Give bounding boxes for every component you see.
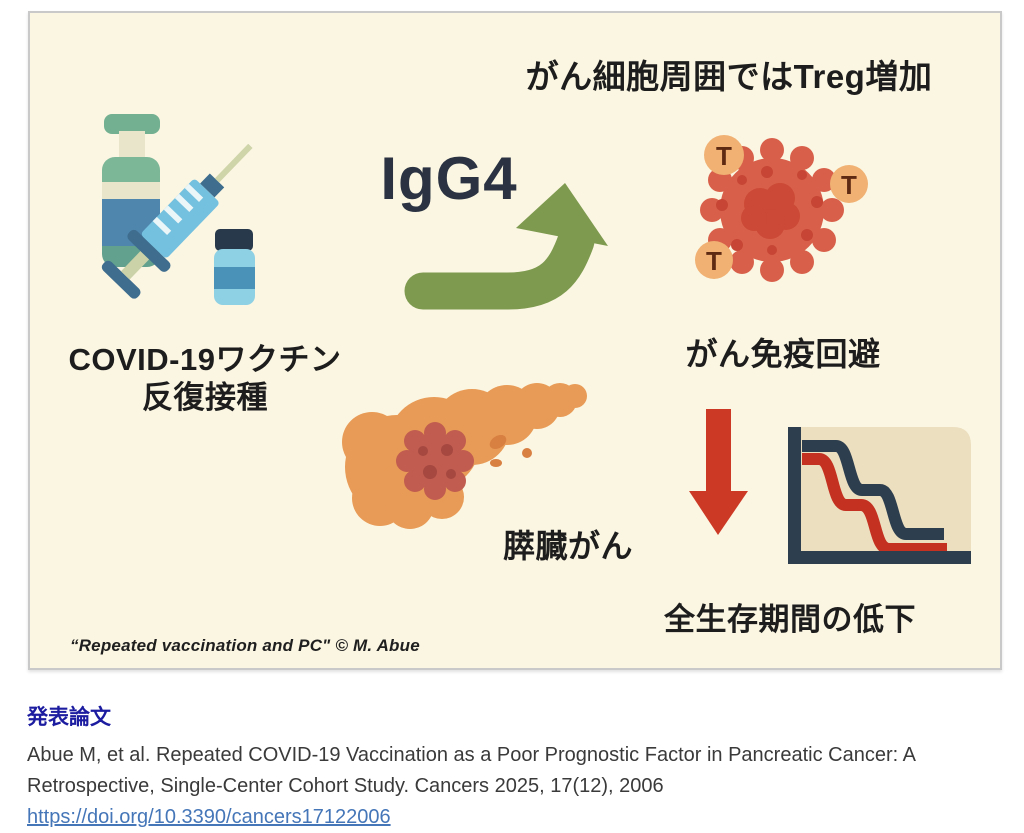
pancreas-icon: [342, 383, 587, 529]
doi-link[interactable]: https://doi.org/10.3390/cancers17122006: [27, 806, 391, 828]
infographic-art: T T T: [101, 114, 971, 564]
igg4-label: IgG4: [380, 145, 518, 212]
citation-heading: 発表論文: [27, 706, 111, 729]
t-cell-label: T: [706, 246, 722, 276]
citation-line: Retrospective, Single-Center Cohort Stud…: [27, 775, 664, 797]
tumor-icon: [396, 422, 474, 500]
vaccine-repeat-label: COVID-19ワクチン 反復接種: [5, 341, 405, 417]
cancer-cell-icon: [700, 138, 844, 282]
pancreatic-cancer-label: 膵臓がん: [502, 528, 633, 564]
overall-survival-decline-label: 全生存期間の低下: [664, 602, 916, 637]
t-cell-icon: T: [830, 165, 868, 203]
t-cell-icon: T: [704, 135, 744, 175]
survival-chart-icon: [788, 427, 971, 564]
vaccine-repeat-label-line2: 反復接種: [142, 380, 268, 415]
citation-block: 発表論文 Abue M, et al. Repeated COVID-19 Va…: [27, 701, 967, 833]
t-cell-icon: T: [695, 241, 733, 279]
syringe-icon: [101, 143, 253, 299]
immune-evasion-label: がん免疫回避: [685, 336, 881, 372]
infographic-panel: T T T: [28, 11, 1002, 670]
treg-increase-label: がん細胞周囲ではTreg増加: [525, 58, 933, 95]
figure-copyright: “Repeated vaccination and PC" © M. Abue: [70, 636, 420, 655]
citation-line: Abue M, et al. Repeated COVID-19 Vaccina…: [27, 744, 916, 766]
survival-decrease-arrow-icon: [689, 409, 748, 535]
igg4-increase-arrow-icon: [404, 183, 608, 310]
small-vial-icon: [214, 229, 255, 305]
vaccine-icon: [101, 114, 255, 305]
t-cell-label: T: [716, 141, 732, 171]
vaccine-repeat-label-line1: COVID-19ワクチン: [68, 342, 342, 377]
t-cell-label: T: [841, 170, 857, 200]
